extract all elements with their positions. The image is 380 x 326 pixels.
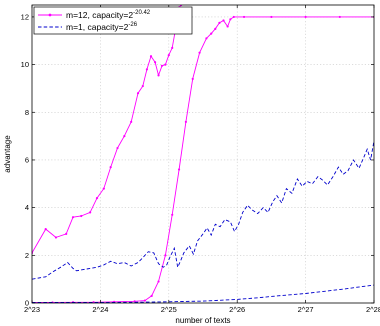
data-point	[150, 294, 153, 297]
legend-label-blue: m=1, capacity=2-26	[66, 22, 138, 32]
legend-entry-magenta: m=12, capacity=2-20.42	[38, 10, 151, 20]
data-point	[242, 15, 246, 19]
y-tick-label: 8	[25, 108, 29, 117]
data-point	[95, 197, 99, 200]
data-point	[154, 61, 157, 64]
data-point	[167, 53, 170, 57]
data-point	[160, 64, 164, 67]
data-point	[141, 84, 144, 88]
y-axis-label: advantage	[3, 135, 12, 173]
x-tick-label: 2^24	[92, 305, 108, 314]
data-point	[136, 92, 140, 95]
legend-swatch-marker	[48, 13, 52, 17]
data-point	[145, 68, 149, 71]
data-point	[184, 120, 187, 123]
data-point	[123, 135, 126, 138]
legend: m=12, capacity=2-20.42 m=1, capacity=2-2…	[33, 6, 193, 35]
x-tick-label: 2^23	[24, 305, 40, 314]
legend-entry-blue: m=1, capacity=2-26	[38, 22, 138, 32]
data-point	[171, 213, 174, 216]
series-line-2	[32, 140, 374, 280]
data-point	[229, 18, 232, 21]
series-line-1	[32, 16, 374, 303]
legend-label-magenta: m=12, capacity=2-20.42	[66, 10, 151, 20]
data-point	[218, 21, 221, 24]
legend-label-magenta-exponent: -20.42	[133, 10, 151, 16]
data-point	[89, 211, 92, 214]
data-point	[157, 280, 160, 283]
y-tick-label: 10	[21, 60, 29, 69]
data-point	[149, 55, 153, 58]
data-point	[338, 15, 341, 19]
data-point	[164, 254, 167, 257]
y-tick-label: 6	[25, 155, 29, 164]
data-point	[222, 19, 225, 22]
data-point	[191, 77, 194, 81]
series-line-0	[32, 5, 182, 254]
series-line-3	[32, 284, 374, 303]
data-point	[116, 146, 119, 150]
grid	[32, 5, 374, 303]
data-point	[143, 299, 146, 302]
data-point	[92, 301, 95, 303]
data-point	[65, 232, 68, 235]
legend-box	[33, 6, 193, 35]
data-point	[44, 227, 47, 231]
y-tick-label: 0	[25, 299, 29, 308]
legend-label-blue-base: m=1, capacity=2	[66, 22, 129, 32]
series-layer	[32, 5, 374, 303]
data-point	[270, 15, 273, 19]
legend-label-blue-exponent: -26	[128, 22, 137, 28]
data-point	[102, 187, 105, 190]
data-point	[198, 51, 201, 54]
data-point	[232, 15, 235, 19]
y-tick-label: 4	[25, 203, 29, 212]
data-point	[109, 166, 112, 169]
y-tick-label: 12	[21, 12, 29, 21]
data-point	[177, 168, 181, 171]
legend-label-magenta-base: m=12, capacity=2	[66, 10, 133, 20]
data-point	[157, 74, 160, 77]
plot-area	[32, 5, 374, 303]
data-point	[164, 63, 167, 66]
data-point	[171, 46, 174, 50]
x-tick-label: 2^27	[298, 305, 314, 314]
data-point	[205, 37, 208, 40]
axis-ticks: 2^23 2^24 2^25 2^26 2^27 2^28 0 2 4 6 8 10 12	[21, 5, 380, 314]
x-axis-label: number of texts	[175, 316, 230, 325]
x-tick-label: 2^26	[229, 305, 245, 314]
data-point	[80, 214, 83, 218]
x-tick-label: 2^28	[366, 305, 380, 314]
plot-frame	[31, 4, 375, 304]
data-point	[304, 15, 307, 19]
data-point	[130, 120, 133, 123]
data-point	[54, 236, 58, 239]
data-point	[214, 27, 217, 30]
y-tick-label: 2	[25, 251, 29, 260]
data-point	[226, 25, 229, 28]
data-point	[210, 32, 213, 35]
data-point	[71, 216, 75, 219]
x-tick-label: 2^25	[161, 305, 177, 314]
